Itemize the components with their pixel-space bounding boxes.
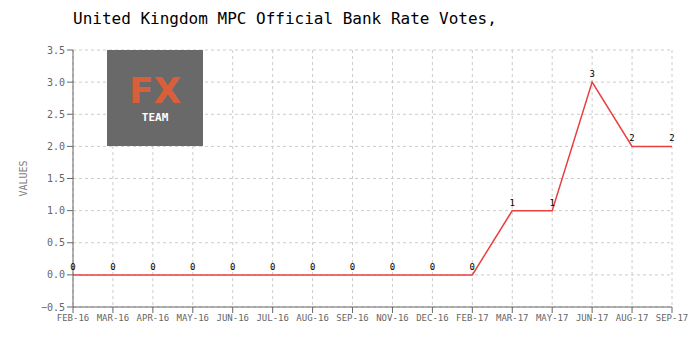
svg-text:MAR-16: MAR-16 xyxy=(97,313,130,323)
svg-text:0: 0 xyxy=(470,262,475,272)
svg-text:0: 0 xyxy=(390,262,395,272)
svg-text:0: 0 xyxy=(430,262,435,272)
svg-text:JUN-16: JUN-16 xyxy=(216,313,249,323)
svg-text:0.5: 0.5 xyxy=(47,237,65,248)
svg-text:0: 0 xyxy=(110,262,115,272)
svg-text:SEP-16: SEP-16 xyxy=(336,313,369,323)
svg-text:1.0: 1.0 xyxy=(47,205,65,216)
svg-text:MAY-17: MAY-17 xyxy=(536,313,569,323)
svg-text:JUN-17: JUN-17 xyxy=(576,313,609,323)
svg-text:0: 0 xyxy=(270,262,275,272)
html-text:United Kingdom MPC Official Ba: United Kingdom MPC Official Bank Rate Vo… xyxy=(73,9,497,28)
svg-text:2: 2 xyxy=(629,133,634,143)
svg-text:0: 0 xyxy=(350,262,355,272)
svg-text:2: 2 xyxy=(669,133,674,143)
svg-text:0: 0 xyxy=(230,262,235,272)
svg-text:2.0: 2.0 xyxy=(47,141,65,152)
svg-text:1: 1 xyxy=(549,198,554,208)
svg-text:0: 0 xyxy=(310,262,315,272)
html-text:TEAM: TEAM xyxy=(141,111,169,125)
svg-text:1.5: 1.5 xyxy=(47,173,65,184)
svg-text:AUG-17: AUG-17 xyxy=(616,313,649,323)
svg-text:MAR-17: MAR-17 xyxy=(496,313,529,323)
svg-text:1: 1 xyxy=(510,198,515,208)
svg-text:0: 0 xyxy=(190,262,195,272)
svg-text:3.0: 3.0 xyxy=(47,77,65,88)
html-text:FX: FX xyxy=(128,70,182,112)
svg-text:MAY-16: MAY-16 xyxy=(177,313,210,323)
svg-text:JUL-16: JUL-16 xyxy=(256,313,289,323)
svg-text:0.0: 0.0 xyxy=(47,269,65,280)
svg-text:SEP-17: SEP-17 xyxy=(656,313,689,323)
svg-text:2.5: 2.5 xyxy=(47,109,65,120)
svg-text:DEC-16: DEC-16 xyxy=(416,313,449,323)
svg-text:0: 0 xyxy=(150,262,155,272)
svg-text:NOV-16: NOV-16 xyxy=(376,313,409,323)
svg-text:VALUES: VALUES xyxy=(18,160,29,196)
svg-text:−0.5: −0.5 xyxy=(41,302,65,313)
svg-text:3: 3 xyxy=(589,69,594,79)
svg-text:0: 0 xyxy=(70,262,75,272)
svg-text:APR-16: APR-16 xyxy=(137,313,170,323)
svg-text:AUG-16: AUG-16 xyxy=(296,313,329,323)
svg-text:FEB-16: FEB-16 xyxy=(57,313,90,323)
svg-text:FEB-17: FEB-17 xyxy=(456,313,489,323)
svg-text:3.5: 3.5 xyxy=(47,45,65,56)
